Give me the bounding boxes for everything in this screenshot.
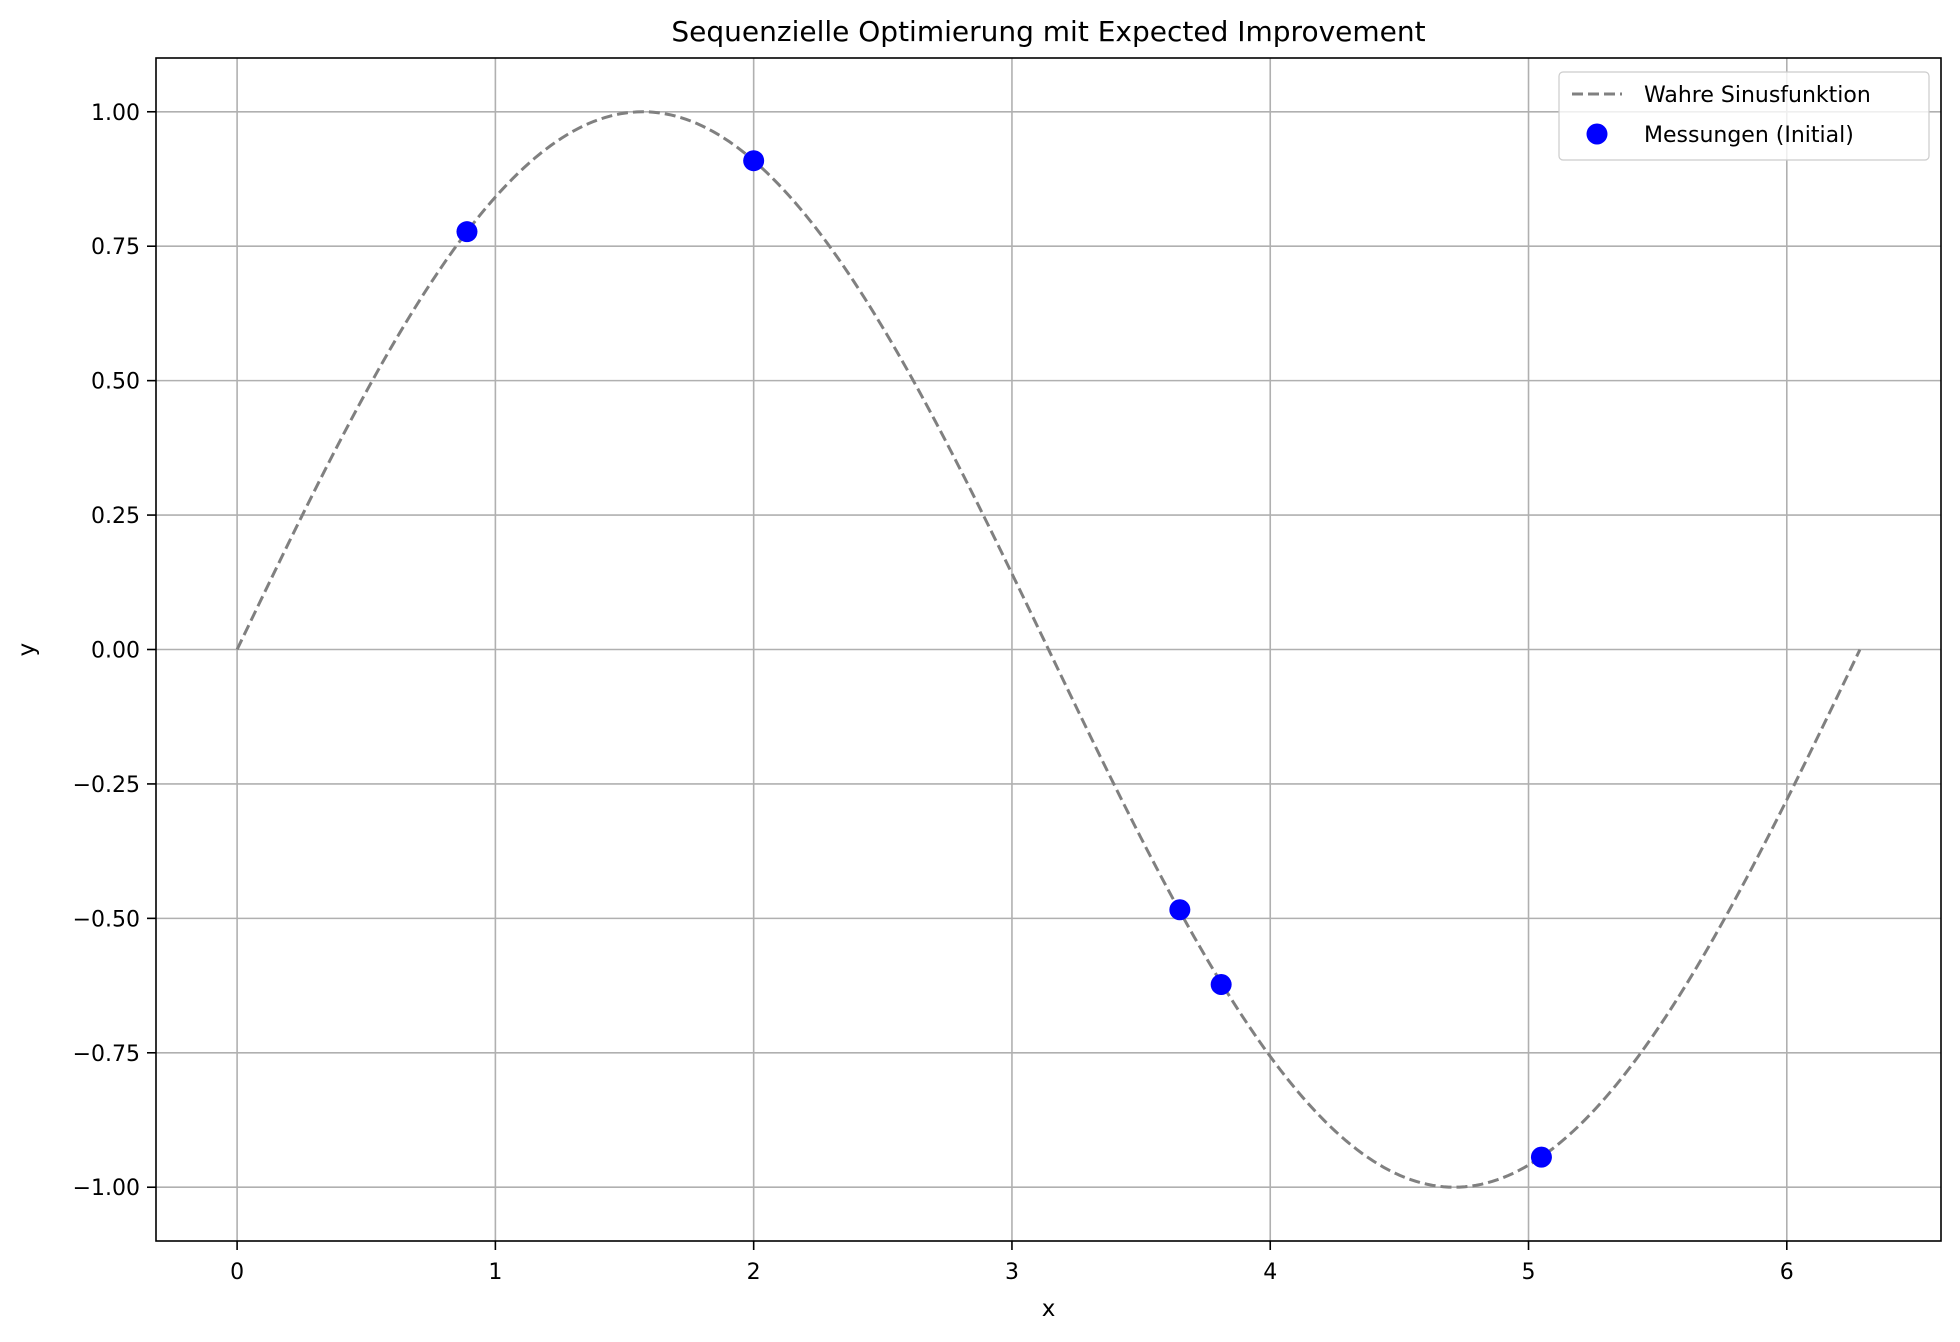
y-tick-label: −0.50 bbox=[73, 907, 140, 932]
y-tick-label: 0.75 bbox=[91, 235, 140, 260]
axis-ticks: 0 1 2 3 4 5 6 −1.00 −0.75 −0.50 −0.25 0.00 0.25 0.50 0… bbox=[73, 101, 1794, 1285]
x-tick-label: 4 bbox=[1263, 1260, 1277, 1285]
y-tick-label: −1.00 bbox=[73, 1176, 140, 1201]
y-tick-label: −0.25 bbox=[73, 773, 140, 798]
legend-swatch-marker bbox=[1586, 123, 1608, 145]
chart-title: Sequenzielle Optimierung mit Expected Im… bbox=[671, 15, 1425, 48]
y-tick-label: 0.25 bbox=[91, 504, 140, 529]
x-tick-label: 3 bbox=[1005, 1260, 1019, 1285]
x-tick-label: 1 bbox=[488, 1260, 502, 1285]
legend-label-true-function: Wahre Sinusfunktion bbox=[1644, 83, 1871, 108]
data-point bbox=[456, 221, 478, 243]
x-tick-label: 2 bbox=[747, 1260, 761, 1285]
series-line-true-function bbox=[235, 110, 1862, 1189]
grid-lines bbox=[156, 58, 1941, 1241]
y-tick-label: 1.00 bbox=[91, 101, 140, 126]
data-point bbox=[1169, 899, 1191, 921]
data-point bbox=[1210, 974, 1232, 996]
y-tick-label: 0.50 bbox=[91, 370, 140, 395]
legend: Wahre Sinusfunktion Messungen (Initial) bbox=[1558, 71, 1930, 161]
y-axis-label: y bbox=[14, 643, 40, 657]
x-axis-label: x bbox=[1042, 1296, 1056, 1322]
y-tick-label: −0.75 bbox=[73, 1042, 140, 1067]
x-tick-label: 6 bbox=[1780, 1260, 1794, 1285]
data-point bbox=[743, 150, 765, 172]
plot-series bbox=[235, 110, 1862, 1189]
data-point bbox=[1530, 1146, 1552, 1168]
legend-label-measurements: Messungen (Initial) bbox=[1644, 123, 1854, 148]
x-tick-label: 5 bbox=[1522, 1260, 1536, 1285]
legend-box bbox=[1558, 71, 1930, 161]
x-tick-label: 0 bbox=[230, 1260, 244, 1285]
y-tick-label: 0.00 bbox=[91, 639, 140, 664]
